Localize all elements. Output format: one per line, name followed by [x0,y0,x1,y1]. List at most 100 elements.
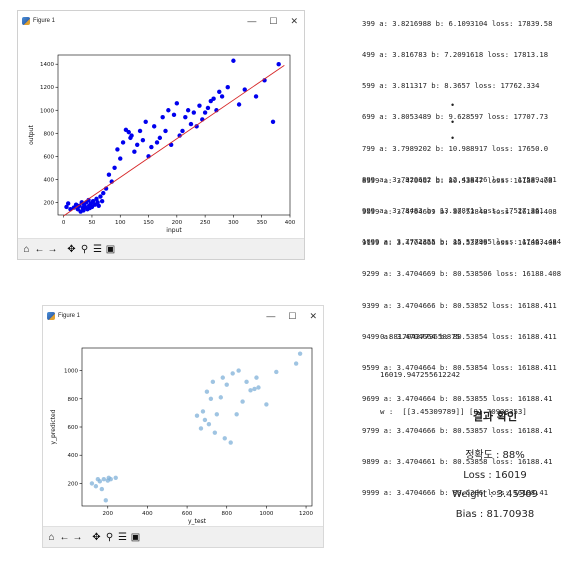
data-point [208,396,214,401]
pan-icon[interactable]: ✥ [67,243,76,255]
training-log-top: 399 a: 3.8216988 b: 6.1093104 loss: 1783… [362,0,561,258]
x-tick-label: 400 [285,220,296,226]
data-point [101,190,106,196]
zoom-icon[interactable]: ⚲ [80,243,89,255]
plot-area [81,347,313,507]
log-line: 9099 a: 3.4704669 b: 80.53848 loss: 1618… [362,207,557,217]
summary-weight: Weight : 3.45309 [452,489,538,500]
y-axis-label: output [28,124,35,144]
data-point [166,108,171,113]
data-point [126,129,131,135]
data-point [256,385,261,390]
save-icon[interactable]: ▣ [130,531,141,543]
log-line: 899 a: 3.7920692 b: 12.438726 loss: 1758… [362,174,557,184]
forward-icon[interactable]: → [72,531,83,543]
x-tick-label: 800 [221,511,232,517]
zoom-icon[interactable]: ⚲ [105,531,114,543]
back-icon[interactable]: ← [34,243,45,255]
data-point [101,476,107,482]
data-point [191,110,197,115]
x-tick-label: 1200 [299,511,313,517]
close-button[interactable]: ✕ [290,15,298,26]
data-point [210,379,216,385]
data-point [224,382,229,387]
pan-icon[interactable]: ✥ [92,531,101,543]
data-point [218,395,223,400]
data-point [103,498,108,503]
log-line: 399 a: 3.8216988 b: 6.1093104 loss: 1783… [362,18,553,28]
data-point [118,156,123,161]
x-tick-label: 250 [200,220,211,226]
y-tick-label: 600 [44,154,55,160]
log-line: 9899 a: 3.4704661 b: 80.53858 loss: 1618… [362,456,553,466]
figure-2-titlebar: Figure 1 — ☐ ✕ [43,306,323,326]
x-tick-label: 150 [143,220,154,226]
maximize-button[interactable]: ☐ [288,310,297,321]
data-point [188,121,194,127]
minimize-button[interactable]: — [247,15,257,26]
x-tick-label: 400 [142,511,153,517]
matplotlib-icon [47,312,55,320]
close-button[interactable]: ✕ [309,310,317,321]
back-icon[interactable]: ← [59,531,70,543]
y-tick-label: 800 [44,131,55,137]
data-point [274,369,279,375]
data-point [253,94,259,99]
log-line: 9599 a: 3.4704664 b: 80.53854 loss: 1618… [362,363,557,373]
figure-2-toolbar: ⌂ ← → ✥ ⚲ ☰ ▣ [43,526,323,547]
data-point [212,430,218,435]
minimize-button[interactable]: — [266,310,276,321]
configure-icon[interactable]: ☰ [118,531,127,543]
data-point [93,484,99,489]
save-icon[interactable]: ▣ [105,243,116,255]
data-point [194,124,199,129]
data-point [112,165,117,171]
data-point [244,379,249,385]
log-line: 999 a: 3.78483 b: 13.97871 loss: 17527.3… [362,206,544,216]
regression-line [63,64,285,217]
figure-window-1: Figure 1 — ☐ ✕ 0 50 100 150 200 250 300 350 400 2… [17,10,305,260]
figure-1-toolbar: ⌂ ← → ✥ ⚲ ☰ ▣ [18,238,304,259]
x-tick-label: 200 [172,220,183,226]
data-point [151,124,157,129]
data-point [143,119,148,124]
data-point [99,486,105,492]
log-line: 9699 a: 3.4704664 b: 80.53855 loss: 1618… [362,394,553,404]
data-point [163,128,168,134]
data-point [200,409,206,414]
data-point [242,87,247,92]
data-point [149,144,154,150]
data-point [206,421,212,427]
data-point [171,112,177,118]
data-point [132,149,137,154]
accuracy-value: 0.8817042779650875 [380,332,461,341]
log-line: 599 a: 3.811317 b: 8.3657 loss: 17762.33… [362,81,540,91]
loss-value: 16019.947255612242 [380,369,461,379]
data-point [81,208,86,213]
data-point [86,197,91,203]
data-point [65,201,71,206]
data-point [219,94,225,99]
data-point [276,62,281,67]
home-icon[interactable]: ⌂ [23,243,30,255]
x-tick-label: 50 [88,220,95,226]
forward-icon[interactable]: → [47,243,58,255]
toolbar-separator [60,243,64,256]
configure-icon[interactable]: ☰ [93,243,102,255]
data-point [236,368,241,373]
result-summary: 결과 확인 정확도 : 88% Loss : 16019 Weight : 3.… [420,408,570,524]
data-point [120,140,126,145]
data-point [113,475,118,480]
training-log-bottom: 8999 a: 3.470467 b: 80.53847 loss: 16188… [362,155,561,509]
home-icon[interactable]: ⌂ [48,531,55,543]
data-point [264,402,269,407]
data-point [89,481,95,486]
log-line: 499 a: 3.816783 b: 7.2091618 loss: 17813… [362,50,549,60]
results-output: 0.8817042779650875 16019.947255612242 w … [380,306,527,431]
data-point [293,361,299,366]
input-output-scatter-chart: 0 50 100 150 200 250 300 350 400 200 400 600 800 1000… [28,54,296,234]
maximize-button[interactable]: ☐ [269,15,278,26]
data-point [230,371,235,376]
ellipsis-dot: • [451,100,455,110]
x-axis-label: y_test [188,518,207,525]
